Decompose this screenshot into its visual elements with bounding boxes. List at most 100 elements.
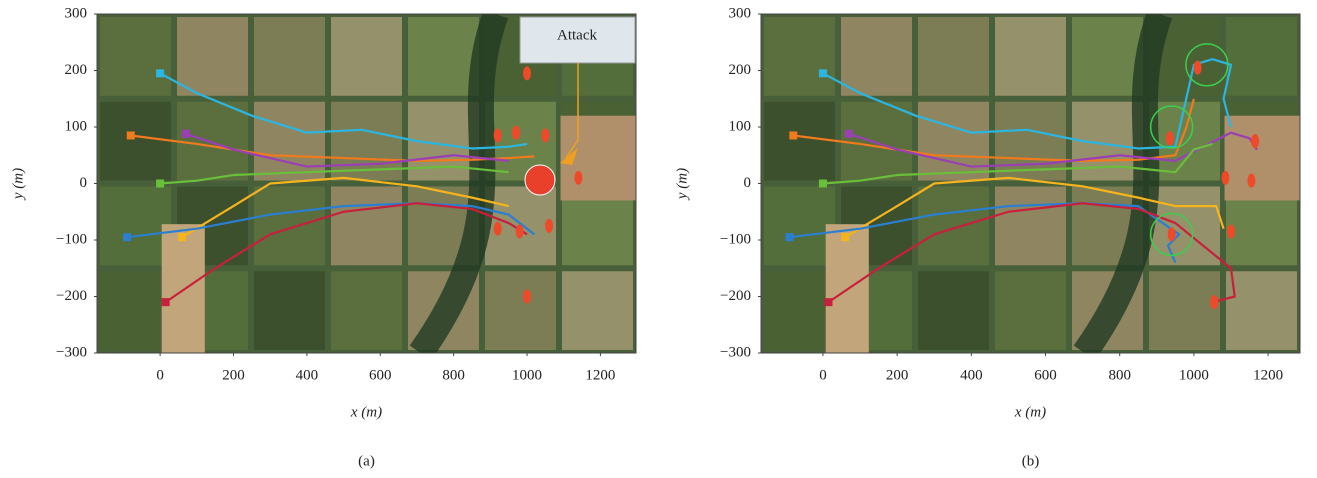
field-bright	[1225, 116, 1300, 201]
start-marker	[178, 233, 186, 241]
x-tick-label: 1000	[1179, 367, 1209, 383]
start-marker	[123, 233, 131, 241]
field	[254, 187, 325, 266]
target	[1247, 174, 1255, 188]
field	[1226, 17, 1297, 96]
field	[1072, 17, 1143, 96]
y-tick-label: 300	[729, 5, 752, 21]
x-tick-label: 600	[369, 367, 392, 383]
x-tick-label: 400	[960, 367, 983, 383]
field	[1149, 271, 1220, 350]
target	[523, 290, 531, 304]
plot-area	[761, 14, 1300, 353]
field	[485, 271, 556, 350]
field	[100, 17, 171, 96]
target	[545, 219, 553, 233]
field	[254, 102, 325, 181]
field	[841, 17, 912, 96]
y-tick-label: −300	[56, 344, 87, 360]
start-marker	[841, 233, 849, 241]
x-tick-label: 0	[819, 367, 827, 383]
target	[1168, 227, 1176, 241]
start-marker	[845, 130, 853, 138]
field	[918, 187, 989, 266]
field	[177, 17, 248, 96]
figure: Attack −300 −200 −100 0 100 200 300 0 200 400 600 80…	[0, 0, 1317, 473]
field	[254, 271, 325, 350]
field	[100, 187, 171, 266]
x-tick-label: 0	[156, 367, 164, 383]
caption: (b)	[1022, 453, 1040, 469]
x-tick-label: 600	[1034, 367, 1057, 383]
start-marker	[156, 180, 164, 188]
y-tick-label: 0	[744, 175, 752, 191]
target	[494, 222, 502, 236]
y-tick-label: −200	[56, 288, 87, 304]
start-marker	[789, 131, 797, 139]
field	[1149, 102, 1220, 181]
field	[1149, 187, 1220, 266]
target	[516, 225, 524, 239]
field	[562, 271, 633, 350]
plot-area	[97, 14, 636, 353]
x-axis-label: x (m)	[350, 404, 382, 420]
field	[764, 187, 835, 266]
y-tick-label: −100	[56, 231, 87, 247]
start-marker	[819, 180, 827, 188]
y-axis-label: y (m)	[10, 168, 26, 201]
start-marker	[786, 233, 794, 241]
field	[100, 271, 171, 350]
field	[918, 17, 989, 96]
field	[1226, 271, 1297, 350]
x-tick-label: 200	[222, 367, 245, 383]
x-tick-label: 800	[442, 367, 465, 383]
field	[254, 17, 325, 96]
field	[408, 17, 479, 96]
field	[331, 187, 402, 266]
x-tick-label: 800	[1108, 367, 1131, 383]
field	[995, 187, 1066, 266]
x-tick-label: 1000	[512, 367, 542, 383]
x-axis-label: x (m)	[1014, 404, 1046, 420]
field	[177, 102, 248, 181]
field	[918, 271, 989, 350]
target	[541, 128, 549, 142]
x-tick-label: 1200	[585, 367, 615, 383]
caption: (a)	[358, 453, 375, 469]
field	[100, 102, 171, 181]
x-tick-label: 1200	[1253, 367, 1283, 383]
y-tick-label: 100	[65, 118, 88, 134]
target	[574, 171, 582, 185]
y-tick-label: 200	[729, 62, 752, 78]
start-marker	[127, 131, 135, 139]
y-tick-label: 0	[80, 175, 88, 191]
target	[523, 66, 531, 80]
field	[995, 17, 1066, 96]
target	[1221, 171, 1229, 185]
field	[764, 102, 835, 181]
field	[918, 102, 989, 181]
target	[1210, 295, 1218, 309]
annotation: Attack	[557, 27, 597, 43]
target	[1251, 134, 1259, 148]
start-marker	[819, 69, 827, 77]
target	[1194, 61, 1202, 75]
target	[494, 128, 502, 142]
start-marker	[156, 69, 164, 77]
y-tick-label: −100	[720, 231, 751, 247]
field-bright	[162, 224, 205, 353]
x-tick-label: 400	[296, 367, 319, 383]
y-tick-label: −300	[720, 344, 751, 360]
x-tick-label: 200	[886, 367, 909, 383]
field	[331, 271, 402, 350]
target	[1166, 131, 1174, 145]
start-marker	[182, 130, 190, 138]
y-tick-label: −200	[720, 288, 751, 304]
y-tick-label: 300	[65, 5, 88, 21]
start-marker	[825, 298, 833, 306]
target	[1227, 225, 1235, 239]
field	[764, 271, 835, 350]
start-marker	[162, 298, 170, 306]
attacker-icon	[525, 165, 555, 195]
y-axis-label: y (m)	[674, 168, 690, 201]
